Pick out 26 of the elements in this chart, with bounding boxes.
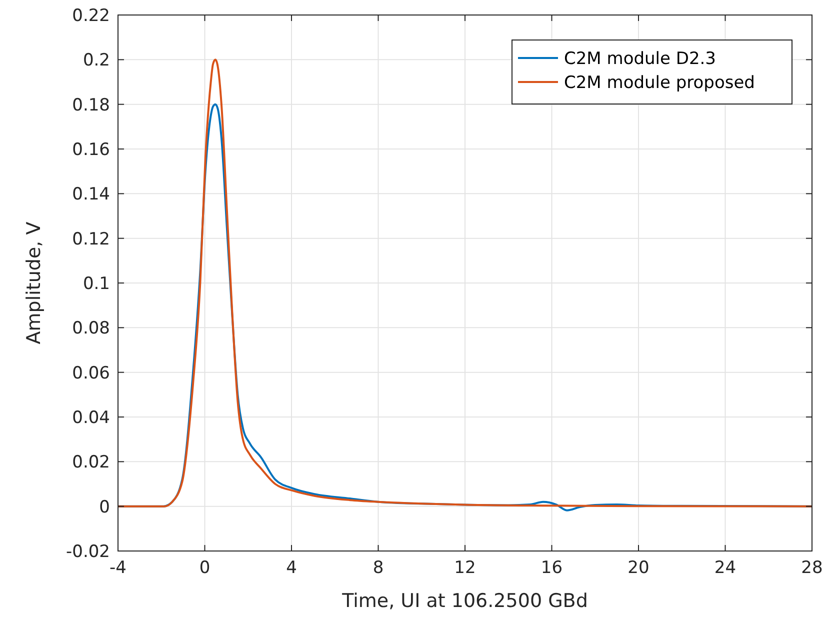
y-tick-label: 0.2 [82,50,110,71]
x-tick-label: 12 [454,558,476,578]
y-tick-label: 0.12 [72,229,110,250]
y-tick-label: 0.22 [72,6,110,26]
y-tick-label: 0.06 [72,363,110,384]
y-tick-label: 0.18 [72,95,110,116]
x-tick-label: 8 [372,558,384,578]
y-tick-label: 0.04 [72,408,110,428]
y-tick-label: 0.1 [82,274,110,294]
x-axis-title: Time, UI at 106.2500 GBd [341,590,588,612]
y-tick-label: 0.08 [72,318,110,339]
y-tick-label: -0.02 [66,542,110,562]
x-tick-label: 24 [714,558,736,578]
y-tick-label: 0 [99,497,110,518]
x-tick-label: 16 [540,558,563,578]
legend-label: C2M module proposed [564,72,755,93]
legend-label: C2M module D2.3 [564,48,716,69]
x-tick-label: 0 [199,558,210,578]
y-tick-label: 0.14 [72,184,110,205]
y-tick-label: 0.02 [72,452,110,473]
x-tick-label: 28 [801,558,823,578]
y-tick-label: 0.16 [72,140,110,160]
x-tick-label: 20 [628,558,650,578]
x-tick-label: 4 [286,558,297,578]
y-axis-title: Amplitude, V [23,222,45,344]
x-tick-label: -4 [110,558,126,578]
